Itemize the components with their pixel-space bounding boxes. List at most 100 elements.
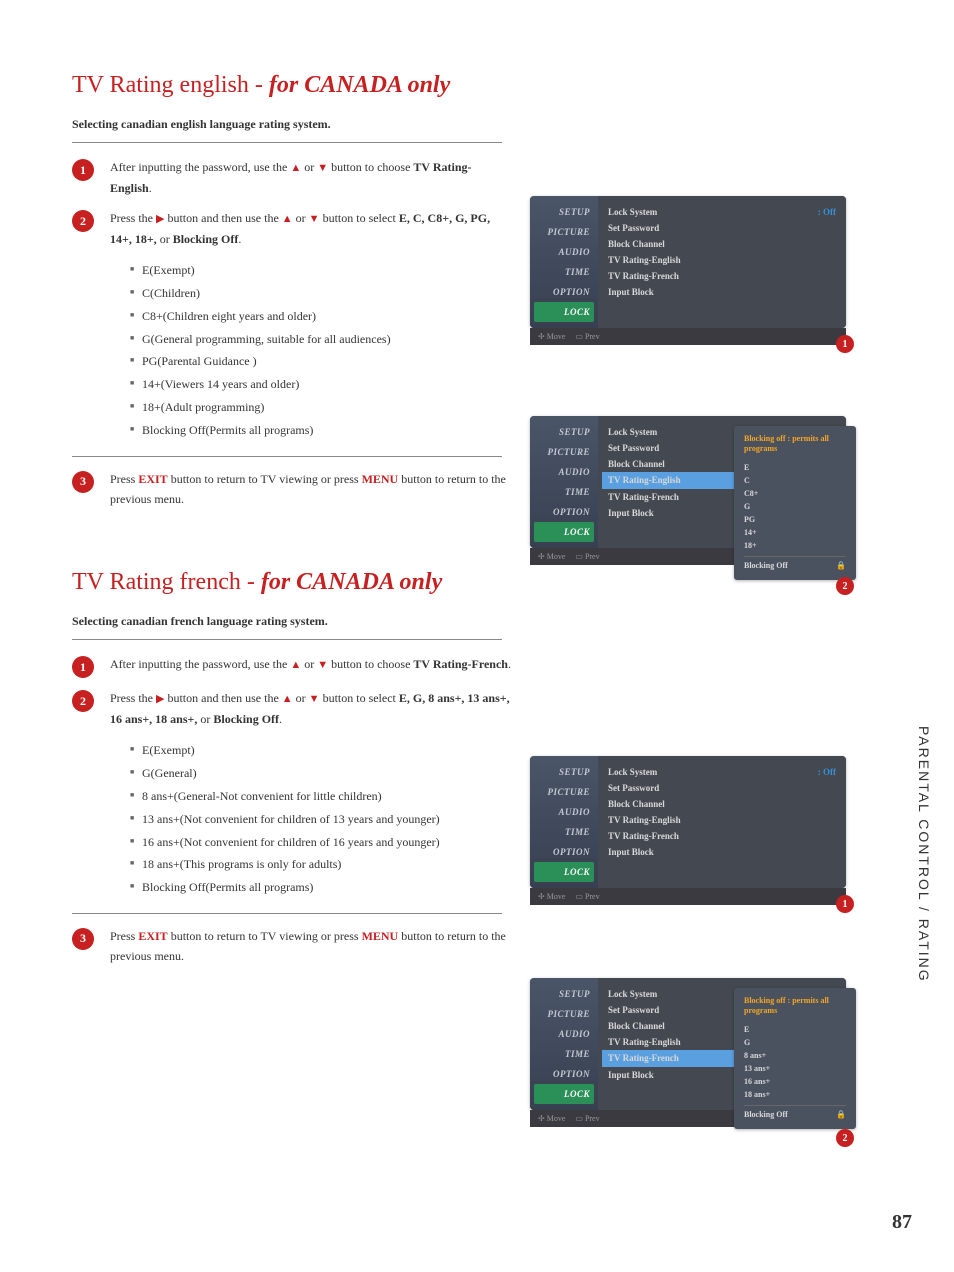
sidebar-setup: SETUP <box>534 984 594 1004</box>
instructions-english: 1 After inputting the password, use the … <box>72 157 512 509</box>
sidebar-audio: AUDIO <box>534 462 594 482</box>
sidebar-lock: LOCK <box>534 862 594 882</box>
sidebar-time: TIME <box>534 262 594 282</box>
tv-row: Set Password <box>608 780 836 796</box>
list-item: Blocking Off(Permits all programs) <box>130 876 512 899</box>
title-prefix: TV Rating english - <box>72 72 269 98</box>
instructions-french: 1 After inputting the password, use the … <box>72 654 512 966</box>
list-item: C8+(Children eight years and older) <box>130 305 512 328</box>
move-icon: ✢ Move <box>538 552 565 561</box>
step-badge-3: 3 <box>72 928 94 950</box>
sidebar-picture: PICTURE <box>534 1004 594 1024</box>
popup-item-blocking: Blocking Off🔒 <box>744 1105 846 1121</box>
move-icon: ✢ Move <box>538 332 565 341</box>
down-arrow-icon: ▼ <box>309 693 320 705</box>
sidebar-time: TIME <box>534 1044 594 1064</box>
tv-row: Lock System: Off <box>608 204 836 220</box>
list-item: G(General programming, suitable for all … <box>130 328 512 351</box>
tv-sidebar: SETUP PICTURE AUDIO TIME OPTION LOCK <box>530 196 598 328</box>
panel-badge-2: 2 <box>836 1129 854 1147</box>
popup-item: PG <box>744 513 846 526</box>
tv-screenshot-2: SETUP PICTURE AUDIO TIME OPTION LOCK Loc… <box>530 416 846 565</box>
title-italic: for CANADA only <box>269 72 450 98</box>
tv-row: TV Rating-French <box>608 828 836 844</box>
tv-bottom-bar: ✢ Move ▭ Prev <box>530 888 846 905</box>
sidebar-picture: PICTURE <box>534 442 594 462</box>
tv-bottom-bar: ✢ Move ▭ Prev <box>530 328 846 345</box>
lock-icon: 🔒 <box>836 1110 846 1119</box>
up-arrow-icon: ▲ <box>282 693 293 705</box>
tv-row: TV Rating-English <box>608 252 836 268</box>
tv-screenshot-1: SETUP PICTURE AUDIO TIME OPTION LOCK Loc… <box>530 196 846 345</box>
step-body: After inputting the password, use the ▲ … <box>110 654 512 675</box>
tv-row: Set Password <box>608 220 836 236</box>
list-item: 8 ans+(General-Not convenient for little… <box>130 785 512 808</box>
popup-item: G <box>744 500 846 513</box>
list-item: 18 ans+(This programs is only for adults… <box>130 853 512 876</box>
bullet-list-english: E(Exempt) C(Children) C8+(Children eight… <box>130 259 512 441</box>
tv-row: TV Rating-English <box>608 812 836 828</box>
lock-icon: 🔒 <box>836 561 846 570</box>
sidebar-setup: SETUP <box>534 422 594 442</box>
tv-sidebar: SETUP PICTURE AUDIO TIME OPTION LOCK <box>530 756 598 888</box>
sidebar-audio: AUDIO <box>534 242 594 262</box>
popup-item: 18+ <box>744 539 846 552</box>
list-item: E(Exempt) <box>130 259 512 282</box>
step-3: 3 Press EXIT button to return to TV view… <box>72 469 512 510</box>
step-body: Press EXIT button to return to TV viewin… <box>110 469 512 510</box>
title-italic: for CANADA only <box>261 569 442 595</box>
list-item: E(Exempt) <box>130 739 512 762</box>
tv-row: TV Rating-French <box>608 268 836 284</box>
prev-icon: ▭ Prev <box>575 332 599 341</box>
prev-icon: ▭ Prev <box>575 1114 599 1123</box>
popup-item: G <box>744 1036 846 1049</box>
list-item: Blocking Off(Permits all programs) <box>130 419 512 442</box>
list-item: G(General) <box>130 762 512 785</box>
tv-screenshot-4: SETUP PICTURE AUDIO TIME OPTION LOCK Loc… <box>530 978 846 1127</box>
tv-row: Input Block <box>608 284 836 300</box>
sidebar-setup: SETUP <box>534 762 594 782</box>
down-arrow-icon: ▼ <box>317 659 328 671</box>
list-item: 14+(Viewers 14 years and older) <box>130 373 512 396</box>
sidebar-audio: AUDIO <box>534 1024 594 1044</box>
title-prefix: TV Rating french - <box>72 569 261 595</box>
popup-item: 16 ans+ <box>744 1075 846 1088</box>
popup-title: Blocking off : permits all programs <box>744 996 846 1017</box>
sidebar-time: TIME <box>534 822 594 842</box>
popup-item: E <box>744 1023 846 1036</box>
list-item: PG(Parental Guidance ) <box>130 350 512 373</box>
tv-row: Lock System: Off <box>608 764 836 780</box>
tv-row: Block Channel <box>608 236 836 252</box>
tv-popup-english: Blocking off : permits all programs E C … <box>734 426 856 580</box>
subtitle-english: Selecting canadian english language rati… <box>72 117 502 143</box>
tv-row: Input Block <box>608 844 836 860</box>
popup-item: C <box>744 474 846 487</box>
popup-item: 18 ans+ <box>744 1088 846 1101</box>
sidebar-option: OPTION <box>534 282 594 302</box>
sidebar-option: OPTION <box>534 842 594 862</box>
popup-item: 14+ <box>744 526 846 539</box>
sidebar-setup: SETUP <box>534 202 594 222</box>
step-body: After inputting the password, use the ▲ … <box>110 157 512 198</box>
popup-item: 13 ans+ <box>744 1062 846 1075</box>
sidebar-audio: AUDIO <box>534 802 594 822</box>
step-body: Press the ▶ button and then use the ▲ or… <box>110 688 512 729</box>
step-badge-2: 2 <box>72 690 94 712</box>
sidebar-lock: LOCK <box>534 522 594 542</box>
list-item: 16 ans+(Not convenient for children of 1… <box>130 831 512 854</box>
step-badge-1: 1 <box>72 159 94 181</box>
sidebar-lock: LOCK <box>534 1084 594 1104</box>
popup-title: Blocking off : permits all programs <box>744 434 846 455</box>
list-item: 13 ans+(Not convenient for children of 1… <box>130 808 512 831</box>
step-badge-1: 1 <box>72 656 94 678</box>
page-number: 87 <box>892 1211 912 1234</box>
step-1: 1 After inputting the password, use the … <box>72 157 512 198</box>
up-arrow-icon: ▲ <box>290 162 301 174</box>
prev-icon: ▭ Prev <box>575 892 599 901</box>
sidebar-lock: LOCK <box>534 302 594 322</box>
step-2: 2 Press the ▶ button and then use the ▲ … <box>72 208 512 249</box>
section-title-english: TV Rating english - for CANADA only <box>72 72 892 99</box>
panel-badge-1: 1 <box>836 895 854 913</box>
step-body: Press the ▶ button and then use the ▲ or… <box>110 208 512 249</box>
step-badge-3: 3 <box>72 471 94 493</box>
